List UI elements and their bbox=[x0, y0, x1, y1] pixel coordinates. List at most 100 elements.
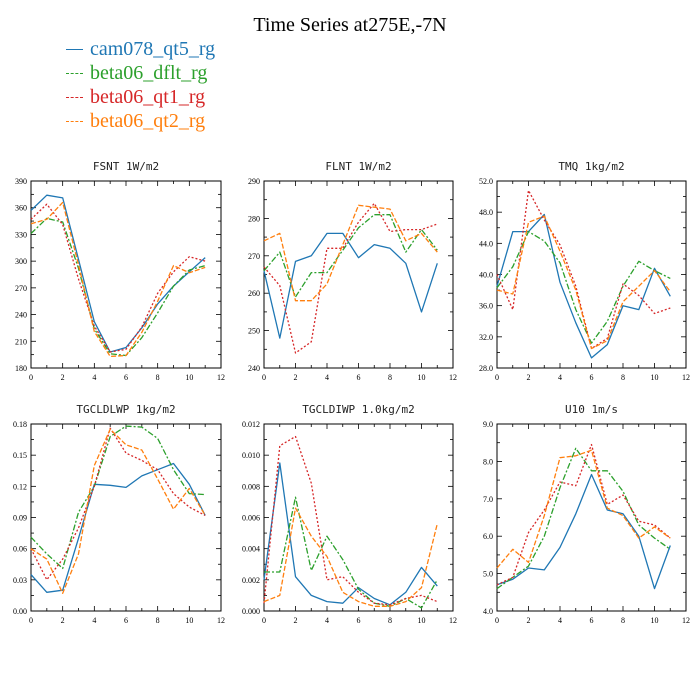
y-tick-label: 9.0 bbox=[483, 420, 493, 429]
x-tick-label: 12 bbox=[217, 616, 225, 625]
y-tick-label: 0.15 bbox=[13, 451, 27, 460]
y-tick-label: 0.010 bbox=[242, 451, 260, 460]
x-tick-label: 0 bbox=[29, 616, 33, 625]
plot-frame bbox=[263, 423, 454, 612]
y-tick-label: 240 bbox=[15, 311, 27, 320]
y-tick-label: 210 bbox=[15, 337, 27, 346]
series-line bbox=[263, 435, 438, 606]
x-tick-label: 2 bbox=[527, 373, 531, 382]
x-tick-label: 4 bbox=[558, 616, 562, 625]
x-tick-label: 0 bbox=[262, 373, 266, 382]
x-tick-label: 10 bbox=[185, 616, 193, 625]
x-tick-label: 12 bbox=[682, 373, 690, 382]
figure-title: Time Series at275E,-7N bbox=[253, 14, 447, 36]
y-tick-label: 36.0 bbox=[479, 302, 493, 311]
y-tick-label: 28.0 bbox=[479, 364, 493, 373]
y-tick-label: 300 bbox=[15, 257, 27, 266]
y-tick-label: 0.06 bbox=[13, 545, 27, 554]
y-tick-label: 0.006 bbox=[242, 514, 260, 523]
x-tick-label: 0 bbox=[29, 373, 33, 382]
x-tick-label: 0 bbox=[495, 373, 499, 382]
x-tick-label: 0 bbox=[495, 616, 499, 625]
x-tick-label: 10 bbox=[651, 616, 659, 625]
series-line bbox=[496, 215, 671, 350]
panel-title: TMQ 1kg/m2 bbox=[558, 160, 624, 173]
y-tick-label: 0.12 bbox=[13, 482, 27, 491]
x-tick-label: 8 bbox=[388, 616, 392, 625]
x-tick-label: 8 bbox=[621, 373, 625, 382]
chart-panel: FLNT 1W/m2 0 2 4 6 8 10 12 240 250 260 270 280 290 bbox=[248, 160, 457, 382]
y-tick-label: 0.002 bbox=[242, 576, 260, 585]
chart-panel: TMQ 1kg/m2 0 2 4 6 8 10 12 28.0 32.0 36.0 40.0 44.0 4… bbox=[479, 160, 690, 382]
x-tick-label: 10 bbox=[418, 616, 426, 625]
series-line bbox=[263, 507, 438, 607]
y-tick-label: 0.18 bbox=[13, 420, 27, 429]
panel-title: TGCLDLWP 1kg/m2 bbox=[76, 403, 175, 416]
legend-swatch bbox=[66, 121, 83, 122]
y-tick-label: 0.03 bbox=[13, 576, 27, 585]
x-tick-label: 4 bbox=[325, 616, 329, 625]
panel-title: FLNT 1W/m2 bbox=[325, 160, 391, 173]
x-tick-label: 12 bbox=[682, 616, 690, 625]
series-line bbox=[263, 204, 438, 302]
x-tick-label: 4 bbox=[325, 373, 329, 382]
panel-title: TGCLDIWP 1.0kg/m2 bbox=[302, 403, 415, 416]
x-tick-label: 2 bbox=[61, 616, 65, 625]
y-tick-label: 180 bbox=[15, 364, 27, 373]
x-tick-label: 4 bbox=[558, 373, 562, 382]
series-line bbox=[496, 189, 671, 350]
y-tick-label: 48.0 bbox=[479, 208, 493, 217]
y-tick-label: 0.000 bbox=[242, 607, 260, 616]
series-line bbox=[263, 232, 438, 339]
series-line bbox=[496, 473, 671, 590]
x-tick-label: 6 bbox=[357, 616, 361, 625]
legend-label: beta06_dflt_rg bbox=[90, 62, 208, 84]
x-tick-label: 8 bbox=[621, 616, 625, 625]
series-line bbox=[30, 217, 206, 357]
series-line bbox=[496, 443, 671, 586]
x-tick-label: 10 bbox=[185, 373, 193, 382]
y-tick-label: 40.0 bbox=[479, 271, 493, 280]
series-line bbox=[263, 462, 438, 606]
y-tick-label: 250 bbox=[248, 327, 260, 336]
chart-panel: TGCLDLWP 1kg/m2 0 2 4 6 8 10 12 0.00 0.03 0.06 0.09… bbox=[13, 403, 225, 625]
x-tick-label: 2 bbox=[294, 373, 298, 382]
series-line bbox=[264, 496, 438, 609]
series-line bbox=[263, 214, 438, 298]
y-tick-label: 390 bbox=[15, 177, 27, 186]
y-tick-label: 0.004 bbox=[242, 545, 260, 554]
x-tick-label: 4 bbox=[92, 373, 96, 382]
x-tick-label: 4 bbox=[92, 616, 96, 625]
y-tick-label: 32.0 bbox=[479, 333, 493, 342]
x-tick-label: 8 bbox=[388, 373, 392, 382]
legend-label: cam078_qt5_rg bbox=[90, 38, 216, 60]
x-tick-label: 6 bbox=[357, 373, 361, 382]
series-line bbox=[30, 425, 206, 570]
series-line bbox=[30, 201, 206, 358]
x-tick-label: 8 bbox=[156, 373, 160, 382]
legend-label: beta06_qt1_rg bbox=[90, 86, 206, 108]
y-tick-label: 5.0 bbox=[483, 570, 493, 579]
x-tick-label: 6 bbox=[124, 616, 128, 625]
x-tick-label: 12 bbox=[217, 373, 225, 382]
y-tick-label: 6.0 bbox=[483, 532, 493, 541]
x-tick-label: 2 bbox=[527, 616, 531, 625]
series-line bbox=[30, 428, 206, 594]
series-line bbox=[263, 202, 438, 354]
y-tick-label: 0.012 bbox=[242, 420, 260, 429]
x-tick-label: 2 bbox=[61, 373, 65, 382]
series-line bbox=[30, 194, 206, 353]
x-tick-label: 0 bbox=[262, 616, 266, 625]
x-tick-label: 6 bbox=[124, 373, 128, 382]
y-tick-label: 44.0 bbox=[479, 239, 493, 248]
legend-label: beta06_qt2_rg bbox=[90, 110, 206, 132]
series-line bbox=[496, 449, 671, 569]
series-line bbox=[496, 447, 671, 590]
y-tick-label: 4.0 bbox=[483, 607, 493, 616]
y-tick-label: 270 bbox=[248, 252, 260, 261]
panel-title: FSNT 1W/m2 bbox=[93, 160, 159, 173]
legend-swatch bbox=[66, 49, 83, 50]
y-tick-label: 240 bbox=[248, 364, 260, 373]
legend-swatch bbox=[66, 97, 83, 98]
